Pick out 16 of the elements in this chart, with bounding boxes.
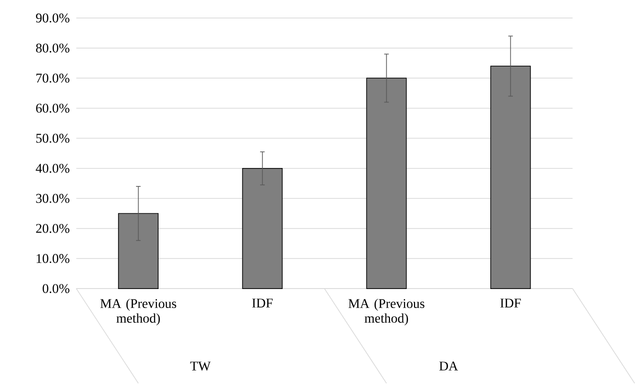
y-tick-label: 40.0% (36, 164, 70, 174)
y-tick-label: 90.0% (36, 14, 70, 23)
y-tick-label: 10.0% (36, 254, 70, 264)
y-tick-label: 50.0% (36, 134, 70, 143)
text: TW (190, 362, 211, 371)
x-tick-label: MA (Previous method) (348, 298, 424, 326)
y-tick-label: 80.0% (36, 44, 70, 53)
y-tick-label: 0.0% (42, 284, 70, 294)
x-tick-label: MA (Previous method) (100, 298, 176, 326)
text: DA (439, 362, 458, 371)
x-tick-label: IDF (252, 298, 273, 308)
y-tick-label: 60.0% (36, 104, 70, 113)
y-tick-label: 30.0% (36, 194, 70, 204)
y-tick-label: 20.0% (36, 224, 70, 234)
y-tick-label: 70.0% (36, 74, 70, 83)
x-tick-label: IDF (500, 298, 521, 308)
